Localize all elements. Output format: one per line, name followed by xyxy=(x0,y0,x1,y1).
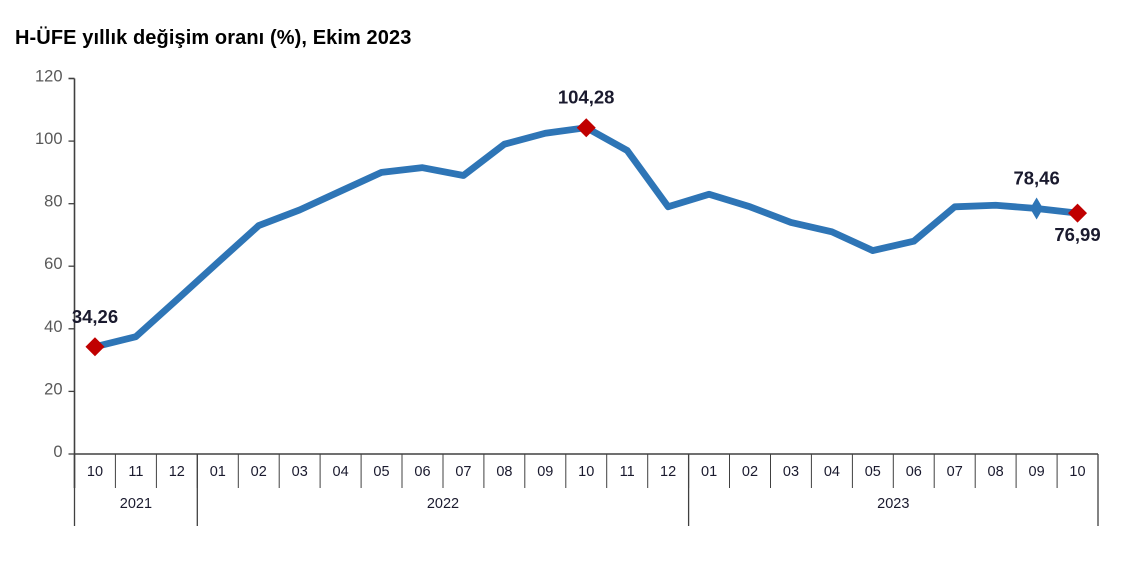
svg-text:08: 08 xyxy=(988,464,1004,480)
svg-text:01: 01 xyxy=(210,464,226,480)
svg-text:06: 06 xyxy=(414,464,430,480)
svg-text:10: 10 xyxy=(1069,464,1085,480)
svg-text:76,99: 76,99 xyxy=(1054,224,1100,245)
svg-text:20: 20 xyxy=(44,380,62,398)
svg-text:02: 02 xyxy=(251,464,267,480)
svg-text:03: 03 xyxy=(783,464,799,480)
svg-text:104,28: 104,28 xyxy=(558,87,615,108)
svg-text:06: 06 xyxy=(906,464,922,480)
svg-text:10: 10 xyxy=(578,464,594,480)
svg-text:05: 05 xyxy=(373,464,389,480)
svg-text:04: 04 xyxy=(333,464,349,480)
svg-text:0: 0 xyxy=(53,443,62,461)
svg-text:40: 40 xyxy=(44,318,62,336)
svg-text:10: 10 xyxy=(87,464,103,480)
svg-text:04: 04 xyxy=(824,464,840,480)
svg-text:09: 09 xyxy=(1029,464,1045,480)
svg-text:60: 60 xyxy=(44,255,62,273)
svg-text:78,46: 78,46 xyxy=(1013,168,1059,189)
svg-text:2022: 2022 xyxy=(427,496,459,512)
svg-text:34,26: 34,26 xyxy=(72,306,118,327)
svg-text:120: 120 xyxy=(35,68,63,86)
svg-text:07: 07 xyxy=(455,464,471,480)
svg-text:11: 11 xyxy=(128,464,143,480)
svg-text:12: 12 xyxy=(169,464,185,480)
svg-text:07: 07 xyxy=(947,464,963,480)
svg-text:05: 05 xyxy=(865,464,881,480)
svg-text:08: 08 xyxy=(496,464,512,480)
svg-text:2021: 2021 xyxy=(120,496,152,512)
svg-text:2023: 2023 xyxy=(877,496,909,512)
svg-text:80: 80 xyxy=(44,193,62,211)
svg-text:12: 12 xyxy=(660,464,676,480)
svg-text:01: 01 xyxy=(701,464,717,480)
svg-text:100: 100 xyxy=(35,130,63,148)
svg-text:11: 11 xyxy=(620,464,635,480)
svg-text:02: 02 xyxy=(742,464,758,480)
svg-text:09: 09 xyxy=(537,464,553,480)
svg-text:03: 03 xyxy=(292,464,308,480)
